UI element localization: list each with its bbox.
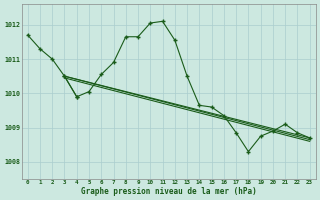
- X-axis label: Graphe pression niveau de la mer (hPa): Graphe pression niveau de la mer (hPa): [81, 187, 257, 196]
